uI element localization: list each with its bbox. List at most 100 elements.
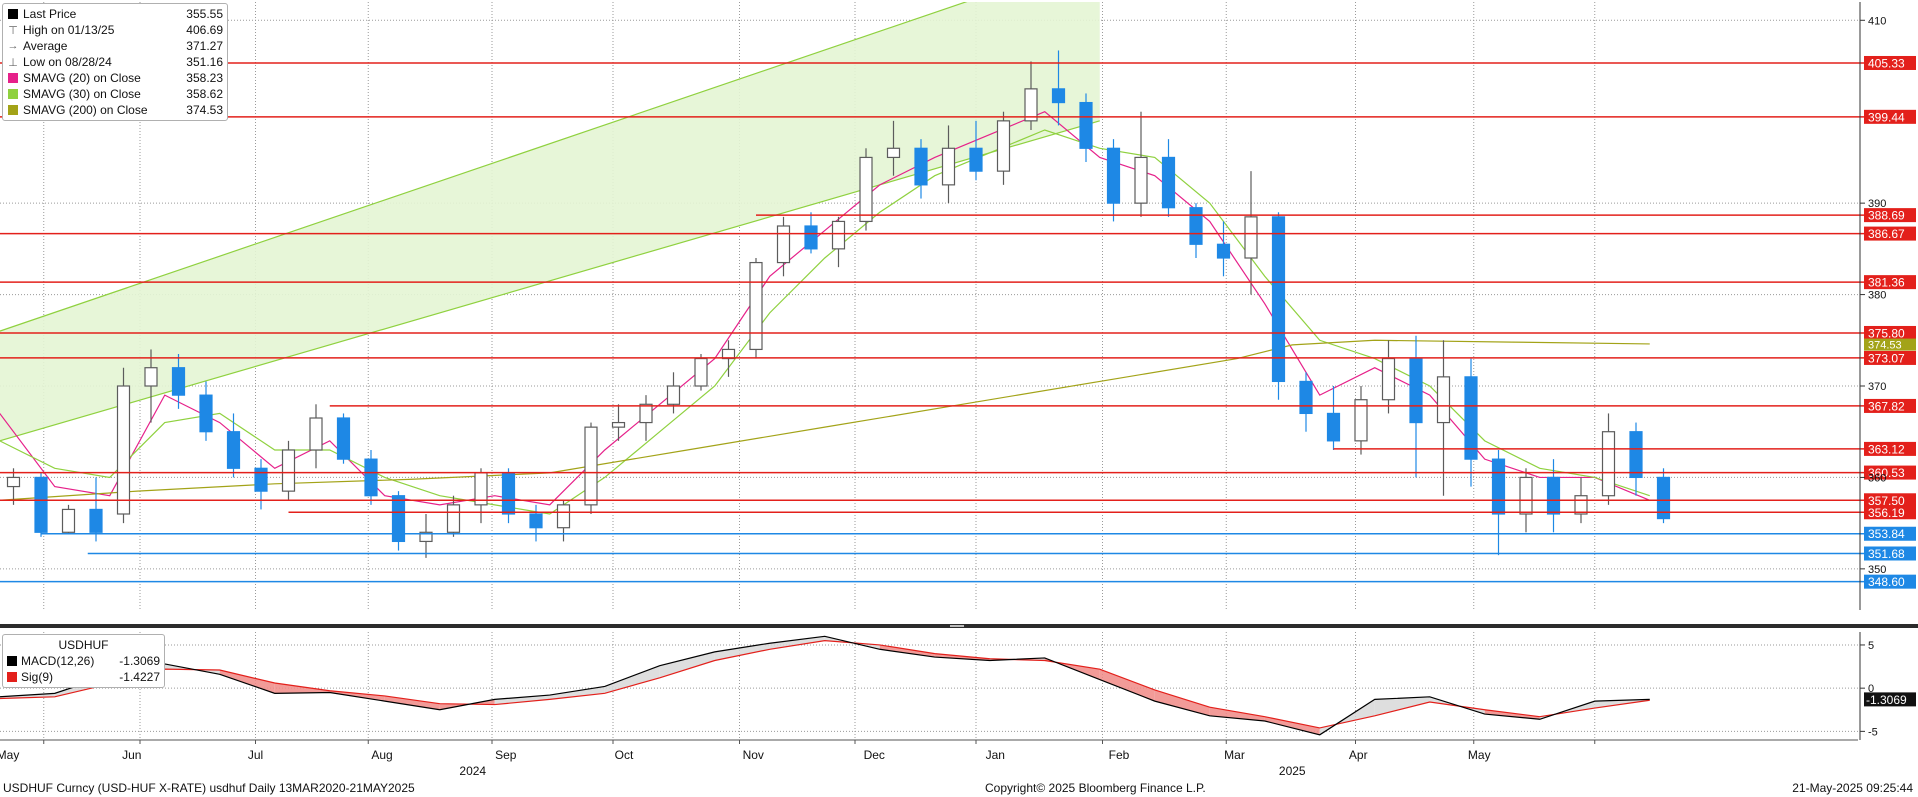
sma200-tag (1864, 338, 1916, 351)
legend-label: Sig(9) (21, 670, 54, 684)
sma20-line (0, 111, 1650, 506)
candle-body (749, 261, 763, 351)
level-tag (1864, 350, 1916, 365)
candle (639, 395, 653, 441)
macd-diff-fill (549, 686, 605, 700)
level-tag-label: 353.84 (1868, 527, 1905, 541)
trend-channel-upper-line (0, 2, 968, 332)
candle-body (446, 504, 461, 533)
candle-body (89, 508, 103, 533)
candle-body (886, 147, 901, 159)
candle (1629, 422, 1643, 496)
legend-label: High on 01/13/25 (23, 23, 115, 37)
candle-body (1519, 476, 1533, 515)
macd-diff-fill (1099, 669, 1155, 702)
legend-row: ⊤ High on 01/13/25 406.69 (7, 22, 223, 38)
average-marker-icon: → (7, 40, 19, 52)
candle-body (1464, 376, 1478, 460)
candle (336, 413, 351, 464)
candle-body (336, 417, 351, 460)
legend-value: 358.62 (186, 87, 223, 101)
candle-body (309, 417, 323, 451)
macd-diff-fill (1154, 689, 1210, 716)
legend-value: -1.4227 (119, 670, 160, 684)
legend-value: 358.23 (186, 71, 223, 85)
macd-diff-fill (1209, 707, 1265, 721)
level-tag-label: 405.33 (1868, 56, 1905, 70)
legend-row: ⊥ Low on 08/28/24 351.16 (7, 54, 223, 70)
candle (1326, 386, 1341, 450)
level-tag (1864, 526, 1916, 541)
price-axis-label: 410 (1868, 15, 1886, 27)
level-tag-label: 388.69 (1868, 209, 1905, 223)
price-axis-label: 380 (1868, 290, 1886, 302)
candle-body (831, 220, 846, 250)
candle (1381, 340, 1396, 414)
month-label: Mar (1224, 748, 1245, 762)
candle-body (529, 513, 543, 529)
legend-label: SMAVG (200) on Close (23, 103, 148, 117)
month-label: Sep (495, 748, 517, 762)
legend-row: SMAVG (200) on Close 374.53 (7, 102, 223, 118)
legend-label: SMAVG (20) on Close (23, 71, 141, 85)
candle (529, 504, 543, 542)
legend-value: 374.53 (186, 103, 223, 117)
candle-body (391, 495, 406, 543)
candle-body (1629, 431, 1643, 479)
legend-label: Last Price (23, 7, 77, 21)
month-label: Jul (248, 748, 263, 762)
level-tag (1864, 465, 1916, 480)
legend-swatch-icon (8, 73, 18, 83)
month-label: Feb (1109, 748, 1130, 762)
candle-body (969, 147, 983, 172)
macd-diff-fill (769, 636, 825, 650)
macd-last-value-tag (1864, 692, 1916, 707)
macd-legend: USDHUF MACD(12,26) -1.3069 Sig(9) -1.4227 (2, 634, 165, 688)
candle-body (34, 476, 48, 533)
horizontal-levels: 405.33 399.44 388.69 386.67 381.36 375.80 373.… (0, 55, 1916, 589)
macd-diff-fill (879, 644, 935, 658)
legend-label: MACD(12,26) (21, 654, 95, 668)
candle (226, 413, 241, 478)
candle (611, 404, 626, 441)
panel-resize-handle (950, 625, 964, 627)
legend-swatch-icon (8, 9, 18, 19)
level-tag-label: 363.12 (1868, 442, 1905, 456)
candle-body (941, 147, 956, 186)
candle-body (694, 357, 708, 387)
candle-body (254, 467, 268, 492)
year-label: 2025 (1279, 764, 1306, 778)
footer-timestamp: 21-May-2025 09:25:44 (1792, 781, 1913, 795)
price-axis-label: 370 (1868, 381, 1886, 393)
level-tag (1864, 574, 1916, 589)
candle-body (1161, 156, 1176, 209)
candle-body (1381, 357, 1396, 401)
candle-body (859, 156, 873, 223)
candle (144, 349, 158, 423)
level-tag (1864, 109, 1916, 124)
month-label: Jan (986, 748, 1005, 762)
macd-diff-fill (1484, 709, 1540, 720)
candle-body (144, 367, 158, 387)
macd-line (0, 635, 1650, 736)
candle-body (116, 385, 131, 515)
candle-body (804, 225, 818, 250)
macd-axis-label: 5 (1868, 640, 1874, 652)
candle-body (171, 367, 186, 396)
candle-body (639, 403, 653, 424)
candle-body (1354, 399, 1368, 442)
level-tag-label: 360.53 (1868, 466, 1905, 480)
candle-body (1189, 207, 1203, 245)
level-tag (1864, 55, 1916, 70)
candle-body (1134, 156, 1148, 204)
candle (886, 120, 901, 176)
candle-body (1051, 88, 1066, 104)
candle (419, 514, 433, 558)
candle-body (556, 504, 571, 529)
candle (116, 367, 131, 524)
candle-body (364, 458, 378, 497)
legend-value: 406.69 (186, 23, 223, 37)
candle (391, 491, 406, 551)
level-tag (1864, 325, 1916, 340)
candle-body (1601, 431, 1616, 497)
